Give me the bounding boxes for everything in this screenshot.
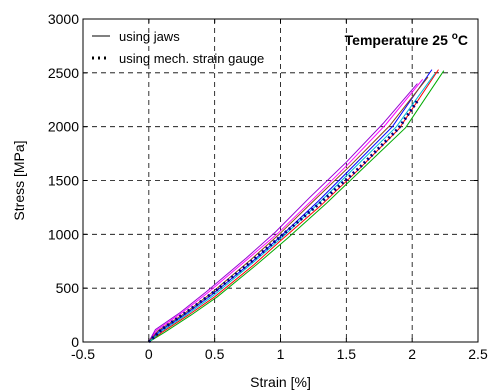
x-tick-label: 1.5 bbox=[337, 346, 357, 362]
series-line-8 bbox=[147, 97, 421, 344]
annotation-text: Temperature 25 bbox=[345, 32, 452, 48]
legend-label: using mech. strain gauge bbox=[119, 51, 264, 66]
x-tick-label: 1 bbox=[277, 346, 285, 362]
annotation-degree-symbol: o bbox=[452, 31, 458, 42]
series-line-4 bbox=[148, 78, 424, 343]
series-layer bbox=[147, 69, 445, 344]
grid bbox=[83, 19, 478, 342]
y-tick-label: 1000 bbox=[48, 226, 79, 242]
series-line-2 bbox=[148, 70, 445, 343]
series-line-7 bbox=[148, 73, 436, 343]
x-tick-label: -0.5 bbox=[71, 346, 95, 362]
y-tick-label: 3000 bbox=[48, 11, 79, 27]
legend: using jaws using mech. strain gauge bbox=[92, 29, 264, 66]
x-tick-label: 0.5 bbox=[205, 346, 225, 362]
y-axis-title: Stress [MPa] bbox=[11, 140, 27, 220]
axis-ticks bbox=[82, 18, 479, 343]
y-tick-label: 2000 bbox=[48, 119, 79, 135]
x-tick-label: 2 bbox=[408, 346, 416, 362]
y-tick-label: 1500 bbox=[48, 173, 79, 189]
annotation-unit: C bbox=[458, 32, 468, 48]
x-axis-title: Strain [%] bbox=[250, 374, 311, 390]
y-tick-label: 2500 bbox=[48, 65, 79, 81]
y-tick-label: 500 bbox=[56, 280, 80, 296]
series-line-5 bbox=[148, 83, 418, 343]
x-tick-label: 0 bbox=[145, 346, 153, 362]
legend-label: using jaws bbox=[119, 29, 180, 44]
y-tick-label: 0 bbox=[71, 334, 79, 350]
temperature-annotation: Temperature 25 oC bbox=[345, 31, 468, 48]
x-tick-label: 2.5 bbox=[468, 346, 488, 362]
